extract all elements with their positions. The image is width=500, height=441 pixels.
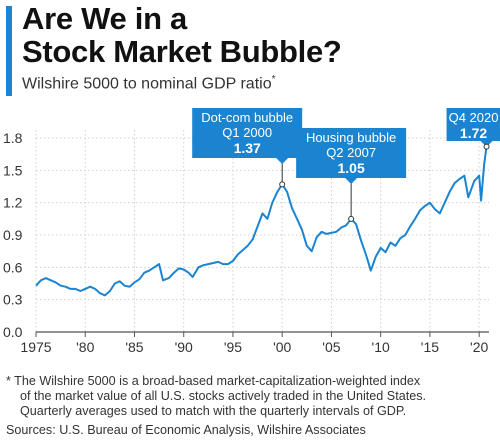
annotation-marker: [483, 143, 490, 150]
y-tick-label: 1.5: [3, 162, 23, 178]
annotation-box: [192, 108, 303, 158]
x-tick-label: '00: [273, 339, 291, 355]
y-tick-label: 1.2: [3, 195, 23, 211]
annotation-label: Dot-com bubble: [201, 110, 293, 125]
series-layer: [35, 146, 488, 297]
annotation-value: 1.37: [234, 140, 261, 156]
y-tick-label: 1.8: [3, 130, 23, 146]
title-accent-bar: [6, 6, 12, 96]
x-tick-label: '15: [421, 339, 439, 355]
x-tick-label: '10: [372, 339, 390, 355]
y-tick-label: 0.0: [3, 324, 23, 340]
x-tick-label: '95: [224, 339, 242, 355]
grid-layer: [35, 130, 489, 332]
annotation-pointer: [345, 178, 358, 184]
annotation-marker: [348, 215, 355, 222]
annotation-value: 1.72: [460, 125, 487, 141]
chart-subtitle: Wilshire 5000 to nominal GDP ratio*: [22, 74, 276, 93]
annotation-box: [446, 108, 500, 141]
axis-layer: 0.0 0.3 0.6 0.9 1.2 1.5 1.8 1975 '80 '85 '90 '95 '00…: [3, 130, 489, 355]
subtitle-text: Wilshire 5000 to nominal GDP ratio: [22, 75, 272, 93]
y-tick-label: 0.6: [3, 259, 23, 275]
sources-note: Sources: U.S. Bureau of Economic Analysi…: [6, 423, 366, 437]
footnote: * The Wilshire 5000 is a broad-based mar…: [6, 374, 496, 419]
x-tick-label: 1975: [20, 339, 51, 355]
y-tick-label: 0.9: [3, 227, 23, 243]
annotation-period: Q1 2000: [222, 125, 272, 140]
footnote-line-1: * The Wilshire 5000 is a broad-based mar…: [6, 374, 421, 388]
page-title: Are We in a Stock Market Bubble?: [22, 2, 342, 68]
annotation-pointer: [276, 158, 289, 164]
annotation-period: Q2 2007: [326, 145, 376, 160]
subtitle-footnote-marker: *: [271, 74, 276, 85]
annotation-box: [296, 128, 407, 178]
annotation-value: 1.05: [338, 160, 365, 176]
footnote-line-2: of the market value of all U.S. stocks a…: [20, 389, 426, 403]
x-tick-label: '20: [470, 339, 488, 355]
title-line-1: Are We in a: [22, 1, 187, 36]
annotation-period: Q4 2020: [449, 110, 499, 125]
x-tick-label: '85: [125, 339, 143, 355]
annotation-marker: [279, 181, 286, 188]
title-line-2: Stock Market Bubble?: [22, 34, 342, 69]
annotation-label: Housing bubble: [306, 130, 396, 145]
x-tick-label: '80: [76, 339, 94, 355]
x-tick-label: '05: [322, 339, 340, 355]
line-chart: 0.0 0.3 0.6 0.9 1.2 1.5 1.8 1975 '80 '85 '90 '95 '00…: [3, 108, 500, 355]
footnote-line-3: Quarterly averages used to match with th…: [20, 404, 407, 418]
series-line: [35, 146, 488, 297]
x-tick-label: '90: [175, 339, 193, 355]
y-tick-label: 0.3: [3, 292, 23, 308]
